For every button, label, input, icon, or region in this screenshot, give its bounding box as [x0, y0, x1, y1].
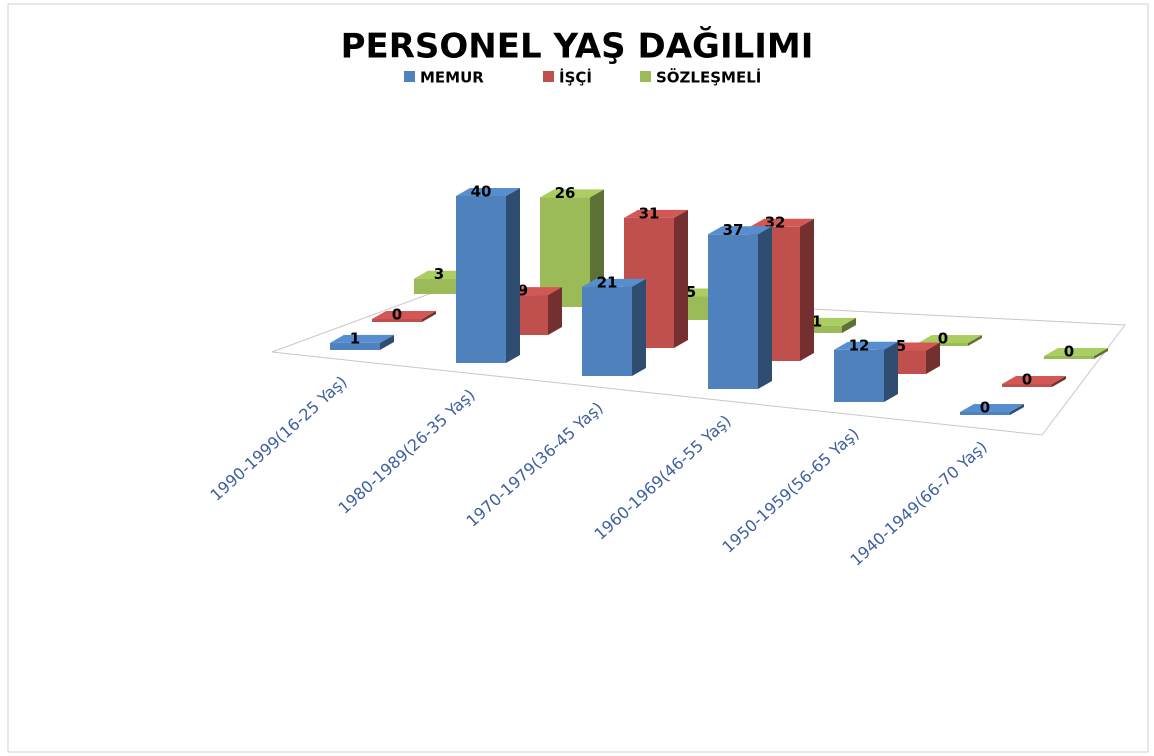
bar-front: [456, 196, 506, 363]
bar-front: [792, 325, 842, 333]
bar-front: [330, 342, 380, 350]
bar-top: [330, 334, 394, 343]
bar-top: [540, 189, 604, 198]
value-label: 0: [392, 306, 402, 324]
bar-side: [842, 317, 856, 333]
bar-front: [372, 319, 422, 322]
value-label: 40: [471, 183, 492, 201]
bar-top: [834, 341, 898, 350]
bar-side: [800, 218, 814, 361]
bar-top: [960, 404, 1024, 412]
bar: [456, 188, 520, 363]
value-label: 0: [938, 330, 948, 348]
legend-label: SÖZLEŞMELİ: [656, 68, 761, 87]
bar-side: [758, 226, 772, 389]
bar: [624, 209, 688, 348]
bar: [1002, 376, 1066, 387]
bar-top: [918, 335, 982, 343]
bar-top: [624, 209, 688, 218]
value-label: 1: [812, 312, 822, 330]
legend-swatch: [640, 71, 651, 82]
bar-side: [632, 278, 646, 376]
bar-side: [1052, 376, 1066, 387]
bar-side: [926, 342, 940, 374]
bar-side: [506, 188, 520, 363]
value-label: 5: [686, 283, 696, 301]
bar-side: [1010, 404, 1024, 415]
bar: [372, 311, 436, 322]
bar-side: [968, 335, 982, 346]
bar-front: [1002, 384, 1052, 387]
bar-side: [590, 189, 604, 307]
bar-top: [1002, 376, 1066, 384]
bar: [582, 278, 646, 376]
bar: [708, 226, 772, 389]
bar: [1044, 348, 1108, 359]
bar: [960, 404, 1024, 415]
bar-front: [1044, 356, 1094, 359]
value-label: 5: [896, 337, 906, 355]
bar-top: [750, 218, 814, 227]
bar-top: [582, 278, 646, 287]
bar-top: [1044, 348, 1108, 356]
bar-front: [582, 286, 632, 376]
value-label: 0: [1022, 371, 1032, 389]
bar-top: [708, 226, 772, 235]
value-label: 0: [1064, 343, 1074, 361]
bar-front: [918, 343, 968, 346]
bar-front: [834, 349, 884, 402]
bar-side: [422, 311, 436, 322]
bar-side: [380, 334, 394, 350]
bar: [330, 334, 394, 350]
bar-front: [708, 234, 758, 389]
value-label: 21: [597, 273, 618, 291]
bar-side: [674, 209, 688, 348]
value-label: 12: [849, 336, 870, 354]
legend-swatch: [404, 71, 415, 82]
value-label: 9: [518, 282, 528, 300]
legend-label: İŞÇİ: [559, 68, 592, 87]
legend-swatch: [543, 71, 554, 82]
bar: [918, 335, 982, 346]
bar-side: [884, 341, 898, 402]
legend-label: MEMUR: [420, 69, 484, 87]
bar-front: [414, 278, 464, 294]
value-label: 3: [434, 265, 444, 283]
value-label: 37: [723, 221, 744, 239]
bar-top: [456, 188, 520, 196]
bar-side: [548, 287, 562, 335]
chart-title: PERSONEL YAŞ DAĞILIMI: [341, 26, 814, 67]
value-label: 26: [555, 184, 576, 202]
bar-front: [960, 412, 1010, 415]
value-label: 1: [350, 329, 360, 347]
bar-top: [372, 311, 436, 319]
bar-side: [1094, 348, 1108, 359]
value-label: 0: [980, 399, 990, 417]
value-label: 31: [639, 204, 660, 222]
bar: [834, 341, 898, 402]
